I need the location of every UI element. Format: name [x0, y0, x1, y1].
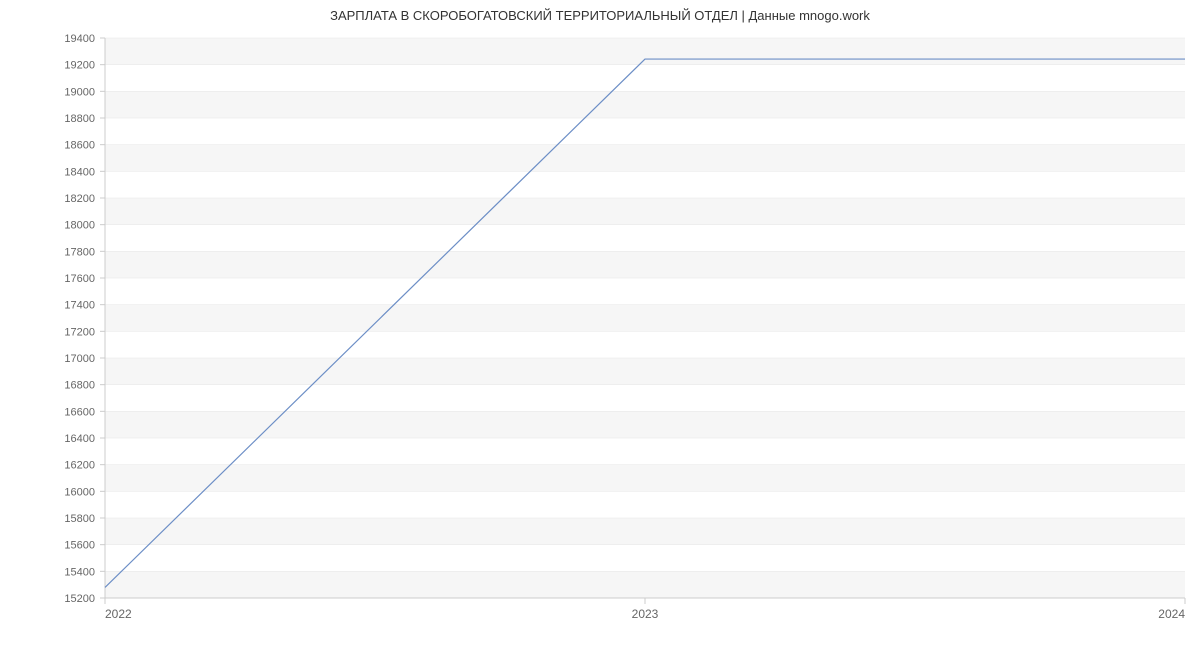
svg-text:18000: 18000	[64, 220, 95, 232]
svg-text:18200: 18200	[64, 193, 95, 205]
svg-text:2022: 2022	[105, 607, 132, 621]
svg-text:15400: 15400	[64, 566, 95, 578]
svg-text:16200: 16200	[64, 460, 95, 472]
svg-text:15800: 15800	[64, 513, 95, 525]
chart-title: ЗАРПЛАТА В СКОРОБОГАТОВСКИЙ ТЕРРИТОРИАЛЬ…	[0, 8, 1200, 23]
svg-text:19400: 19400	[64, 33, 95, 45]
svg-text:16600: 16600	[64, 406, 95, 418]
svg-text:17800: 17800	[64, 246, 95, 258]
svg-text:16800: 16800	[64, 380, 95, 392]
svg-text:18400: 18400	[64, 166, 95, 178]
svg-text:2023: 2023	[632, 607, 659, 621]
svg-text:17600: 17600	[64, 273, 95, 285]
svg-text:17200: 17200	[64, 326, 95, 338]
svg-text:19000: 19000	[64, 86, 95, 98]
svg-text:18800: 18800	[64, 113, 95, 125]
svg-text:16000: 16000	[64, 486, 95, 498]
svg-text:17400: 17400	[64, 300, 95, 312]
svg-text:16400: 16400	[64, 433, 95, 445]
salary-line-chart: ЗАРПЛАТА В СКОРОБОГАТОВСКИЙ ТЕРРИТОРИАЛЬ…	[0, 0, 1200, 650]
svg-text:19200: 19200	[64, 60, 95, 72]
chart-svg: 15200 15400 15600 15800 16000 16200 16400 16600…	[0, 0, 1200, 650]
svg-text:15200: 15200	[64, 593, 95, 605]
svg-text:18600: 18600	[64, 140, 95, 152]
svg-text:15600: 15600	[64, 540, 95, 552]
svg-text:17000: 17000	[64, 353, 95, 365]
svg-text:2024: 2024	[1158, 607, 1185, 621]
